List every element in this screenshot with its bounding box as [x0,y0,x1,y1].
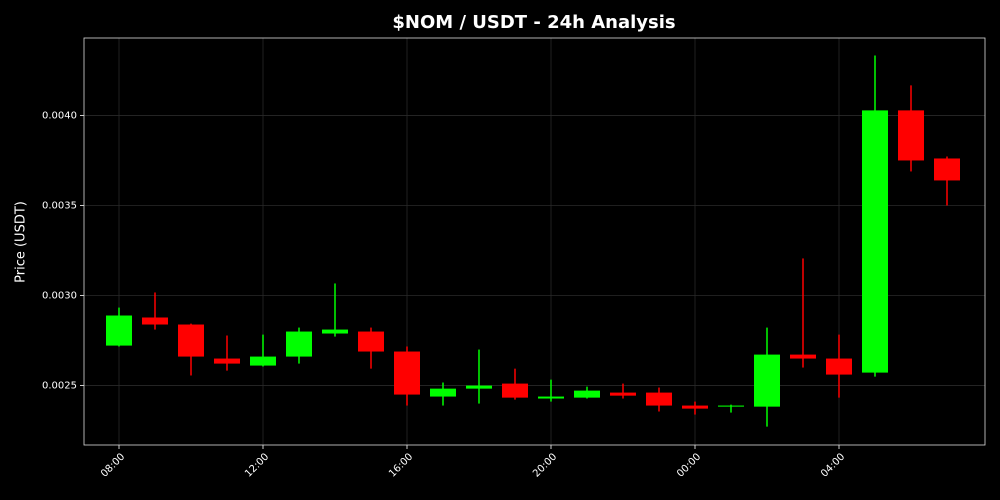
candle-body [142,317,168,325]
chart-title: $NOM / USDT - 24h Analysis [392,12,675,33]
candle-body [646,392,672,406]
candle-body [286,331,312,357]
candle-body [862,110,888,373]
y-tick-label: 0.0030 [42,291,77,302]
candle-body [898,110,924,161]
y-tick-label: 0.0040 [42,110,77,121]
candle-body [106,315,132,346]
candle-body [934,158,960,181]
candle-body [826,358,852,375]
y-tick-label: 0.0025 [42,381,77,392]
candle-body [322,329,348,334]
candle-body [682,405,708,409]
candle-body [358,331,384,352]
candle-body [394,351,420,395]
candle-body [430,388,456,397]
y-tick-label: 0.0035 [42,200,77,211]
candle-body [538,396,564,399]
candle-body [214,358,240,364]
candle-body [754,354,780,407]
candle-body [250,356,276,366]
candle-body [790,354,816,359]
plot-frame [83,37,986,446]
candle-body [718,405,744,407]
candle-body [178,324,204,357]
candle-body [502,383,528,398]
candle-body [610,392,636,396]
candle-body [574,390,600,398]
y-axis-label: Price (USDT) [14,201,29,283]
candle-body [466,385,492,389]
